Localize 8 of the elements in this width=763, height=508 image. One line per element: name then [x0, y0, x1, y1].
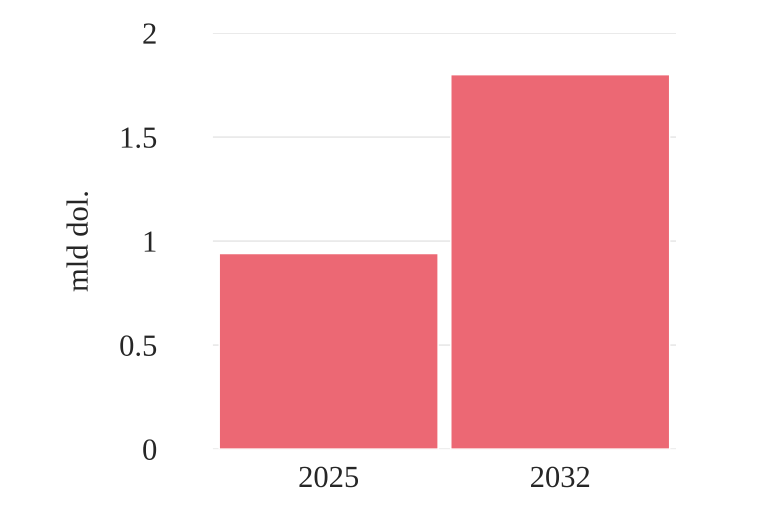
x-tick-label: 2025 — [299, 466, 358, 488]
x-tick-label: 2032 — [531, 466, 590, 488]
y-tick-label: 1.5 — [122, 127, 156, 148]
y-tick-label: 1 — [144, 231, 156, 252]
y-axis-title: mld dol. — [66, 192, 88, 292]
y-tick-label: 0.5 — [120, 335, 156, 356]
y-tick-label: 0 — [143, 439, 156, 460]
y-tick-label: 2 — [143, 23, 156, 44]
